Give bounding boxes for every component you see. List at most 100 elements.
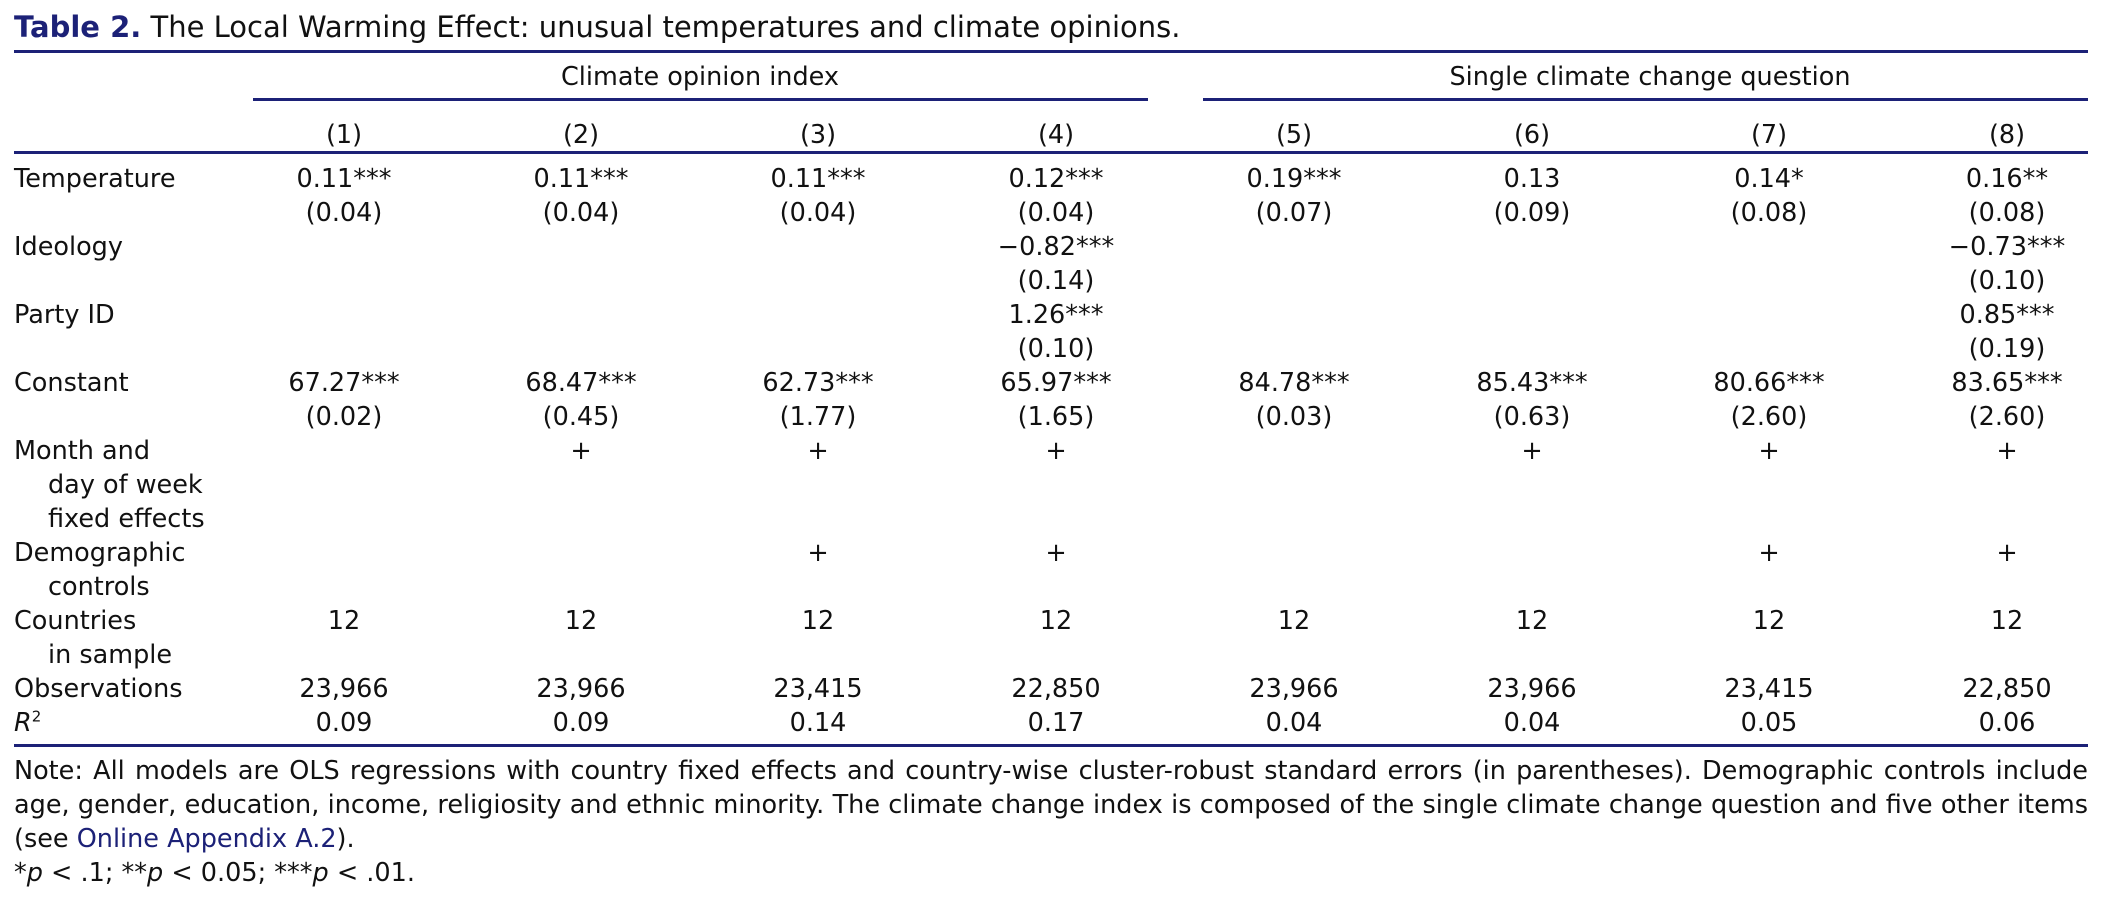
- included-marker: +: [1996, 538, 2018, 568]
- column-header-1: (1): [325, 120, 363, 150]
- cell-value: 0.04: [1265, 708, 1323, 738]
- row-label: Constant: [14, 368, 129, 398]
- row-label: Demographic: [14, 538, 186, 568]
- cell-value: 0.04: [1503, 708, 1561, 738]
- cell-std-error: (0.04): [305, 198, 383, 228]
- row-label: R2: [14, 706, 41, 740]
- cell-value: 0.05: [1740, 708, 1798, 738]
- cell-coefficient: 80.66***: [1713, 368, 1825, 398]
- cell-coefficient: 85.43***: [1476, 368, 1588, 398]
- cell-std-error: (0.19): [1968, 334, 2046, 364]
- table-caption: Table 2. The Local Warming Effect: unusu…: [14, 6, 1180, 48]
- cell-value: 0.06: [1978, 708, 2036, 738]
- group-header-climate-opinion-index: Climate opinion index: [561, 62, 839, 92]
- cell-coefficient: 0.11***: [533, 164, 629, 194]
- cell-std-error: (0.08): [1968, 198, 2046, 228]
- cell-coefficient: 0.12***: [1008, 164, 1104, 194]
- row-label: Party ID: [14, 300, 115, 330]
- cell-coefficient: 68.47***: [525, 368, 637, 398]
- cell-coefficient: 0.16**: [1965, 164, 2049, 194]
- column-header-7: (7): [1750, 120, 1788, 150]
- cell-value: 12: [1277, 606, 1311, 636]
- cell-std-error: (2.60): [1730, 402, 1808, 432]
- cell-coefficient: 62.73***: [762, 368, 874, 398]
- cell-std-error: (0.08): [1730, 198, 1808, 228]
- row-label: Temperature: [14, 164, 176, 194]
- cell-std-error: (0.03): [1255, 402, 1333, 432]
- top-rule: [14, 50, 2088, 53]
- included-marker: +: [807, 538, 829, 568]
- cell-coefficient: 0.11***: [770, 164, 866, 194]
- sig-threshold: < 0.05;: [163, 858, 267, 888]
- included-marker: +: [1996, 436, 2018, 466]
- cell-coefficient: 0.19***: [1246, 164, 1342, 194]
- cell-coefficient: 83.65***: [1951, 368, 2063, 398]
- cell-value: 23,415: [773, 674, 863, 704]
- appendix-link[interactable]: Online Appendix A.2: [76, 824, 337, 854]
- cell-coefficient: 65.97***: [1000, 368, 1112, 398]
- cell-std-error: (1.65): [1017, 402, 1095, 432]
- cell-std-error: (0.10): [1968, 266, 2046, 296]
- column-header-4: (4): [1037, 120, 1075, 150]
- column-header-8: (8): [1988, 120, 2026, 150]
- cell-std-error: (0.09): [1493, 198, 1571, 228]
- cell-std-error: (0.04): [542, 198, 620, 228]
- cell-std-error: (0.63): [1493, 402, 1571, 432]
- row-label: Countries: [14, 606, 137, 636]
- cell-std-error: (0.45): [542, 402, 620, 432]
- cell-value: 23,966: [536, 674, 626, 704]
- cell-value: 12: [327, 606, 361, 636]
- sig-p: p: [147, 858, 164, 888]
- header-rule: [14, 151, 2088, 154]
- caption-title: The Local Warming Effect: unusual temper…: [150, 10, 1181, 44]
- cell-value: 12: [1039, 606, 1073, 636]
- bottom-rule: [14, 744, 2088, 747]
- included-marker: +: [1045, 436, 1067, 466]
- included-marker: +: [1758, 436, 1780, 466]
- column-header-2: (2): [562, 120, 600, 150]
- r-squared-exponent: 2: [31, 707, 42, 726]
- cell-value: 23,966: [1487, 674, 1577, 704]
- row-label: Ideology: [14, 232, 123, 262]
- cell-std-error: (0.02): [305, 402, 383, 432]
- sig-stars: **: [113, 858, 148, 888]
- cell-value: 12: [1515, 606, 1549, 636]
- cell-value: 0.09: [315, 708, 373, 738]
- cell-value: 22,850: [1962, 674, 2052, 704]
- cell-coefficient: 84.78***: [1238, 368, 1350, 398]
- row-label-continuation: controls: [48, 572, 150, 602]
- cell-value: 12: [1990, 606, 2024, 636]
- note-after-link: ).: [336, 824, 355, 854]
- sig-threshold: < .1;: [42, 858, 114, 888]
- row-label-continuation: fixed effects: [48, 504, 205, 534]
- cell-value: 23,966: [1249, 674, 1339, 704]
- cell-value: 12: [801, 606, 835, 636]
- column-header-3: (3): [799, 120, 837, 150]
- cell-std-error: (1.77): [779, 402, 857, 432]
- cell-value: 23,966: [299, 674, 389, 704]
- row-label: Month and: [14, 436, 151, 466]
- cell-value: 0.09: [552, 708, 610, 738]
- cell-coefficient: 67.27***: [288, 368, 400, 398]
- included-marker: +: [570, 436, 592, 466]
- included-marker: +: [1045, 538, 1067, 568]
- group-underline-right: [1203, 98, 2088, 101]
- cell-std-error: (0.07): [1255, 198, 1333, 228]
- significance-note: *p < .1; **p < 0.05; ***p < .01.: [14, 856, 415, 890]
- group-header-single-question: Single climate change question: [1449, 62, 1851, 92]
- column-header-6: (6): [1513, 120, 1551, 150]
- included-marker: +: [807, 436, 829, 466]
- cell-std-error: (2.60): [1968, 402, 2046, 432]
- caption-label: Table 2.: [14, 10, 142, 44]
- included-marker: +: [1758, 538, 1780, 568]
- cell-coefficient: −0.73***: [1948, 232, 2066, 262]
- sig-stars: *: [14, 858, 27, 888]
- cell-coefficient: 0.13: [1503, 164, 1561, 194]
- row-label-continuation: day of week: [48, 470, 203, 500]
- group-underline-left: [253, 98, 1148, 101]
- cell-std-error: (0.14): [1017, 266, 1095, 296]
- cell-std-error: (0.04): [779, 198, 857, 228]
- column-header-5: (5): [1275, 120, 1313, 150]
- cell-coefficient: 0.11***: [296, 164, 392, 194]
